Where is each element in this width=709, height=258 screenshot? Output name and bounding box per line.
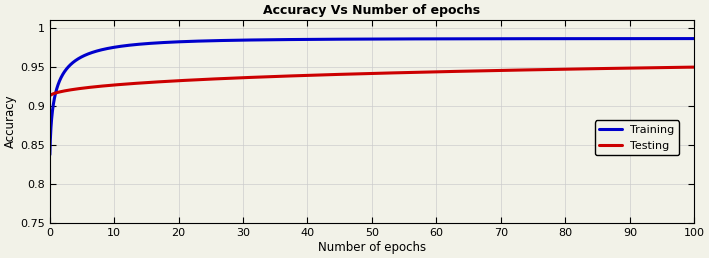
Testing: [293, 74, 301, 77]
Training: [608, 37, 617, 40]
Training: [157, 41, 166, 44]
Training: [293, 38, 301, 41]
Training: [690, 37, 698, 40]
Training: [677, 37, 686, 40]
Legend: Training, Testing: Training, Testing: [595, 120, 679, 155]
Testing: [608, 67, 617, 70]
Testing: [45, 94, 54, 97]
Training: [320, 38, 329, 41]
X-axis label: Number of epochs: Number of epochs: [318, 241, 426, 254]
Testing: [320, 73, 329, 76]
Line: Training: Training: [50, 39, 694, 155]
Testing: [690, 66, 698, 69]
Title: Accuracy Vs Number of epochs: Accuracy Vs Number of epochs: [263, 4, 481, 17]
Testing: [119, 83, 128, 86]
Y-axis label: Accuracy: Accuracy: [4, 95, 17, 148]
Testing: [677, 66, 686, 69]
Training: [119, 44, 128, 47]
Testing: [157, 80, 166, 83]
Line: Testing: Testing: [50, 67, 694, 96]
Training: [45, 153, 54, 156]
